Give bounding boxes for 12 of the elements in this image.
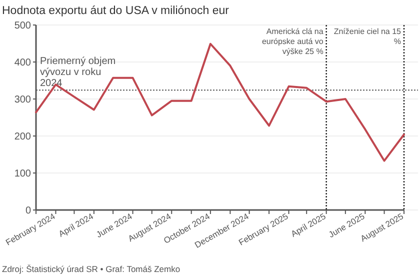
y-tick-label: 0: [25, 206, 32, 216]
text: Zdroj: Štatistický úrad SR • Graf: Tomáš Zemko: [2, 264, 180, 274]
y-tick-label: 200: [14, 132, 32, 142]
ref-line-label: Zníženie ciel na 15 %: [334, 27, 402, 46]
y-tick-label: 100: [14, 168, 32, 180]
chart-title: Hodnota exportu áut do USA v miliónoch eur: [2, 5, 230, 17]
x-tick-label: April 2024: [56, 210, 96, 239]
y-tick-label: 300: [14, 94, 32, 106]
ref-line-label: Priemerný objem vývozu v roku 2024: [40, 56, 116, 90]
ref-line-label: Americká clá na európske autá vo výške 25 %: [262, 27, 324, 56]
y-tick-label: 500: [14, 20, 32, 32]
y-tick-label: 400: [14, 58, 32, 68]
